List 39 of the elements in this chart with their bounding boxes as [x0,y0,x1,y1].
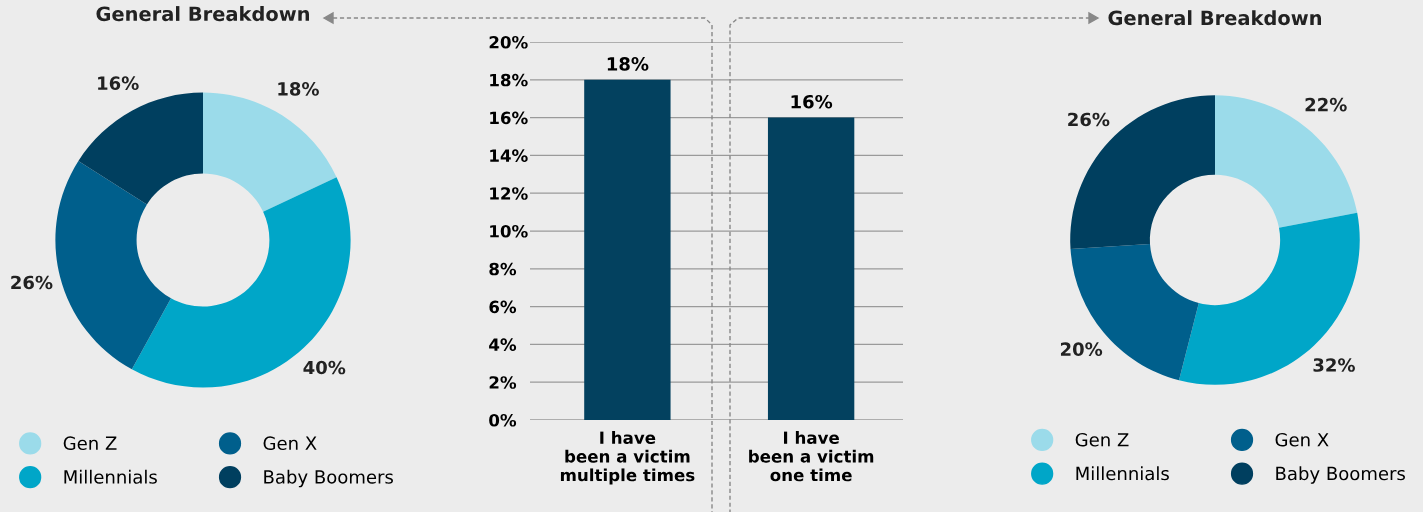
donut-slice [55,160,171,370]
data-label: 32% [1313,358,1355,372]
donut-slice [78,92,203,205]
chart-title: General Breakdown [96,6,310,22]
data-label: 18% [607,57,649,71]
legend-label: Gen Z [63,436,117,451]
data-label: 22% [1305,97,1347,112]
y-tick-label: 20% [489,35,528,49]
legend-label: Gen X [263,436,317,451]
y-tick-label: 4% [489,338,517,351]
data-label: 16% [791,94,833,109]
donut-slice [131,177,351,388]
y-tick-label: 14% [490,149,528,162]
y-tick-label: 6% [489,300,517,314]
data-label: 20% [1060,342,1103,356]
data-label: 18% [278,82,319,96]
chart-title: General Breakdown [1108,10,1322,26]
legend-label: Millennials [64,469,157,484]
donut-slice [1215,95,1358,228]
y-tick-label: 0% [489,413,517,427]
y-tick-label: 12% [490,187,528,200]
legend-label: Gen Z [1075,432,1129,447]
donut-slice [1179,212,1360,385]
y-tick-label: 18% [490,73,528,87]
x-tick-label: I have been a victim one time [749,431,874,482]
data-label: 26% [1068,112,1110,127]
legend-label: Baby Boomers [1276,466,1405,484]
y-tick-label: 16% [490,111,528,125]
x-tick-label: I have been a victim multiple times [560,431,695,485]
donut-slice [1070,95,1215,250]
y-tick-label: 10% [490,224,528,238]
data-label: 40% [303,360,346,375]
legend-label: Baby Boomers [264,469,393,488]
y-tick-label: 2% [489,376,517,389]
legend-label: Gen X [1275,432,1329,447]
data-label: 16% [98,76,139,91]
data-label: 26% [11,275,53,290]
y-tick-label: 8% [489,262,517,276]
legend-label: Millennials [1076,466,1169,481]
